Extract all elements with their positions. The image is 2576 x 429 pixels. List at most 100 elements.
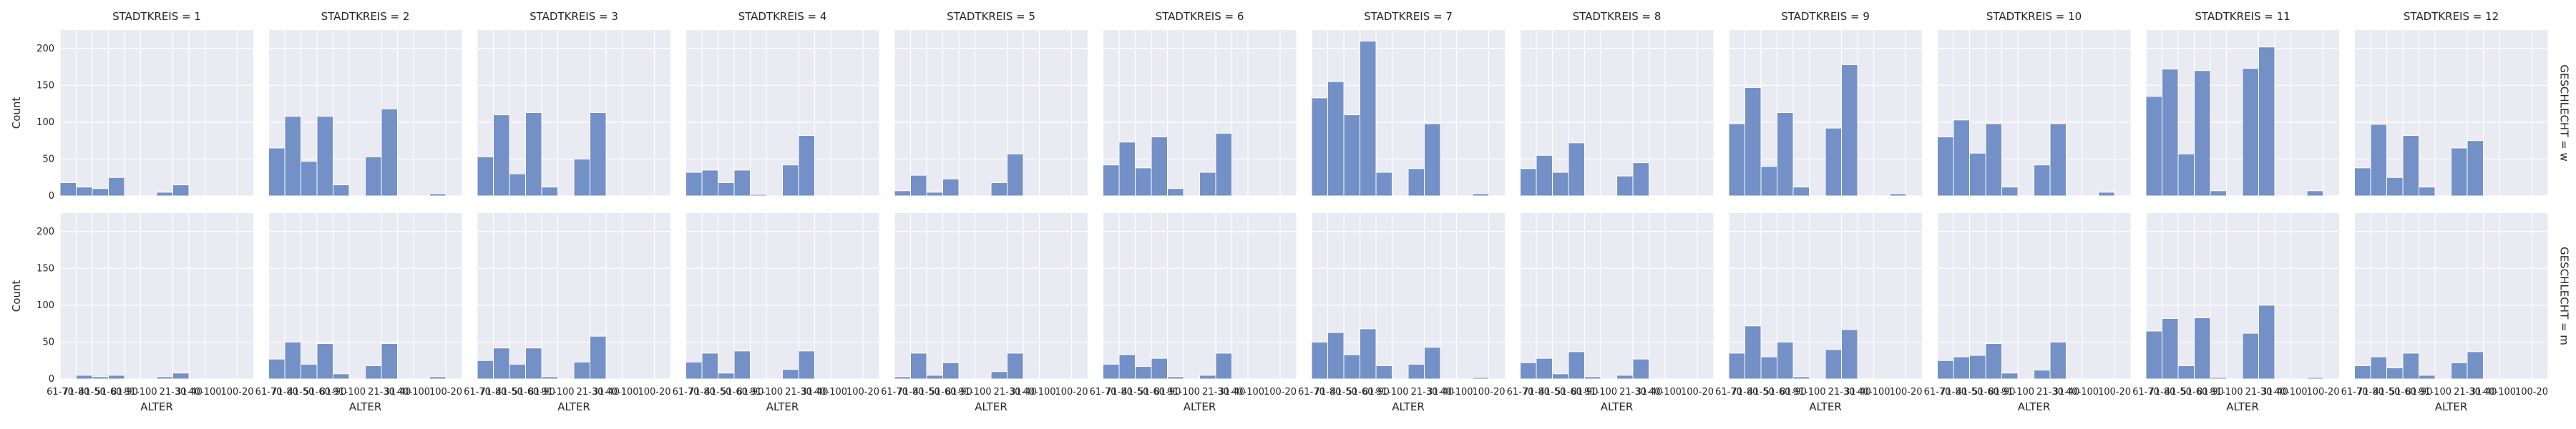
histogram-bar [381, 108, 398, 197]
panel-background [1937, 213, 2131, 379]
histogram-bar [926, 375, 943, 380]
y-tick-label: 200 [36, 44, 54, 54]
histogram-bar [1215, 352, 1232, 380]
histogram-bar [1007, 352, 1024, 380]
histogram-bar [990, 182, 1008, 197]
histogram-bar [1151, 137, 1168, 197]
histogram-bar [2258, 305, 2275, 380]
histogram-bar [2419, 375, 2436, 380]
x-tick-label: 40-100 [1649, 387, 1682, 398]
x-tick-label: 81-90 [945, 387, 972, 398]
x-tick-label: 100-20 [220, 387, 253, 398]
histogram-bar [1311, 341, 1328, 380]
x-tick-label: 41-50 [79, 387, 106, 398]
histogram-bar [910, 352, 927, 380]
histogram-bar [1424, 123, 1441, 197]
x-tick-label: 21-30 [1202, 387, 1229, 398]
x-tick-label: 61-70 [1924, 387, 1951, 398]
histogram-bar [1327, 81, 1345, 197]
facet-column-title: STADTKREIS = 2 [321, 10, 410, 23]
histogram-bar [2386, 177, 2404, 197]
x-tick-label: 51-60 [303, 387, 331, 398]
histogram-bar [2451, 362, 2468, 380]
x-tick-label: 81-90 [111, 387, 138, 398]
x-tick-label: 61-70 [673, 387, 700, 398]
x-tick-label: 71-80 [271, 387, 298, 398]
histogram-bar [701, 352, 718, 380]
histogram-bar [2419, 187, 2436, 197]
x-tick-label: 40-100 [1440, 387, 1473, 398]
histogram-bar [2354, 365, 2371, 380]
x-tick-label: 51-60 [1555, 387, 1582, 398]
histogram-bar [686, 172, 703, 197]
histogram-bar [509, 363, 526, 380]
x-tick-label: 21-30 [577, 387, 604, 398]
x-tick-label: 31-40 [2053, 387, 2080, 398]
histogram-bar [1969, 355, 1986, 380]
histogram-bar [92, 376, 109, 380]
x-tick-label: 51-60 [1972, 387, 1999, 398]
x-tick-label: 40-100 [814, 387, 847, 398]
y-tick-label: 0 [49, 374, 54, 385]
y-tick-label: 200 [36, 227, 54, 237]
histogram-bar [1536, 358, 1553, 380]
histogram-bar [1745, 87, 1762, 197]
facet-panel-r1-c2: STADTKREIS = 2 [268, 10, 462, 197]
histogram-bar [333, 184, 350, 197]
histogram-bar [2242, 332, 2259, 380]
histogram-bar [1825, 349, 1842, 380]
histogram-bar [910, 174, 927, 197]
x-tick-label: 61-70 [464, 387, 491, 398]
x-tick-label: 100-20 [1472, 387, 1505, 398]
x-tick-label: 40-100 [605, 387, 638, 398]
x-tick-label: 61-70 [47, 387, 74, 398]
histogram-bar [1728, 123, 1745, 197]
histogram-bar [1568, 351, 1585, 380]
x-tick-label: 71-80 [1732, 387, 1759, 398]
x-tick-label: 81-90 [1362, 387, 1390, 398]
histogram-bar [894, 190, 911, 197]
histogram-bar [172, 373, 190, 380]
x-tick-label: 61-70 [1298, 387, 1325, 398]
histogram-bar [1792, 376, 1810, 380]
x-axis-label: ALTER [1392, 400, 1425, 413]
x-tick-label: 81-90 [1780, 387, 1807, 398]
x-tick-label: 71-80 [897, 387, 924, 398]
histogram-bar [1375, 172, 1392, 197]
x-tick-label: 100-20 [2098, 387, 2131, 398]
histogram-bar [1985, 123, 2002, 197]
x-tick-label: 51-60 [930, 387, 957, 398]
histogram-bar [2354, 167, 2371, 197]
histogram-bar [2370, 124, 2387, 197]
histogram-bar [1552, 172, 1569, 197]
x-tick-label: 91-100 [750, 387, 783, 398]
x-tick-label: 100-20 [2306, 387, 2339, 398]
x-tick-label: 100-20 [1264, 387, 1297, 398]
histogram-bar [76, 375, 93, 380]
histogram-bar [2306, 377, 2323, 380]
histogram-bar [2098, 192, 2115, 197]
histogram-bar [1568, 142, 1585, 197]
x-tick-label: 31-40 [1010, 387, 1037, 398]
x-tick-label: 81-90 [528, 387, 555, 398]
x-tick-label: 71-80 [1106, 387, 1133, 398]
x-tick-label: 21-30 [160, 387, 187, 398]
histogram-bar [1327, 332, 1345, 380]
histogram-bar [301, 161, 318, 197]
facet-panel-r1-c11: STADTKREIS = 11 [2145, 10, 2339, 197]
histogram-bar [1969, 152, 1986, 197]
histogram-bar [798, 350, 815, 380]
histogram-bar [172, 184, 190, 197]
histogram-bar [1407, 168, 1425, 197]
histogram-bar [1616, 375, 1634, 380]
facet-panel-r1-c9: STADTKREIS = 9 [1728, 10, 1922, 197]
histogram-bar [1151, 358, 1168, 380]
x-tick-label: 41-50 [1956, 387, 1984, 398]
histogram-bar [1472, 377, 1489, 380]
x-tick-label: 41-50 [1330, 387, 1357, 398]
histogram-bar [1167, 188, 1184, 197]
facet-column-title: STADTKREIS = 9 [1781, 10, 1870, 23]
